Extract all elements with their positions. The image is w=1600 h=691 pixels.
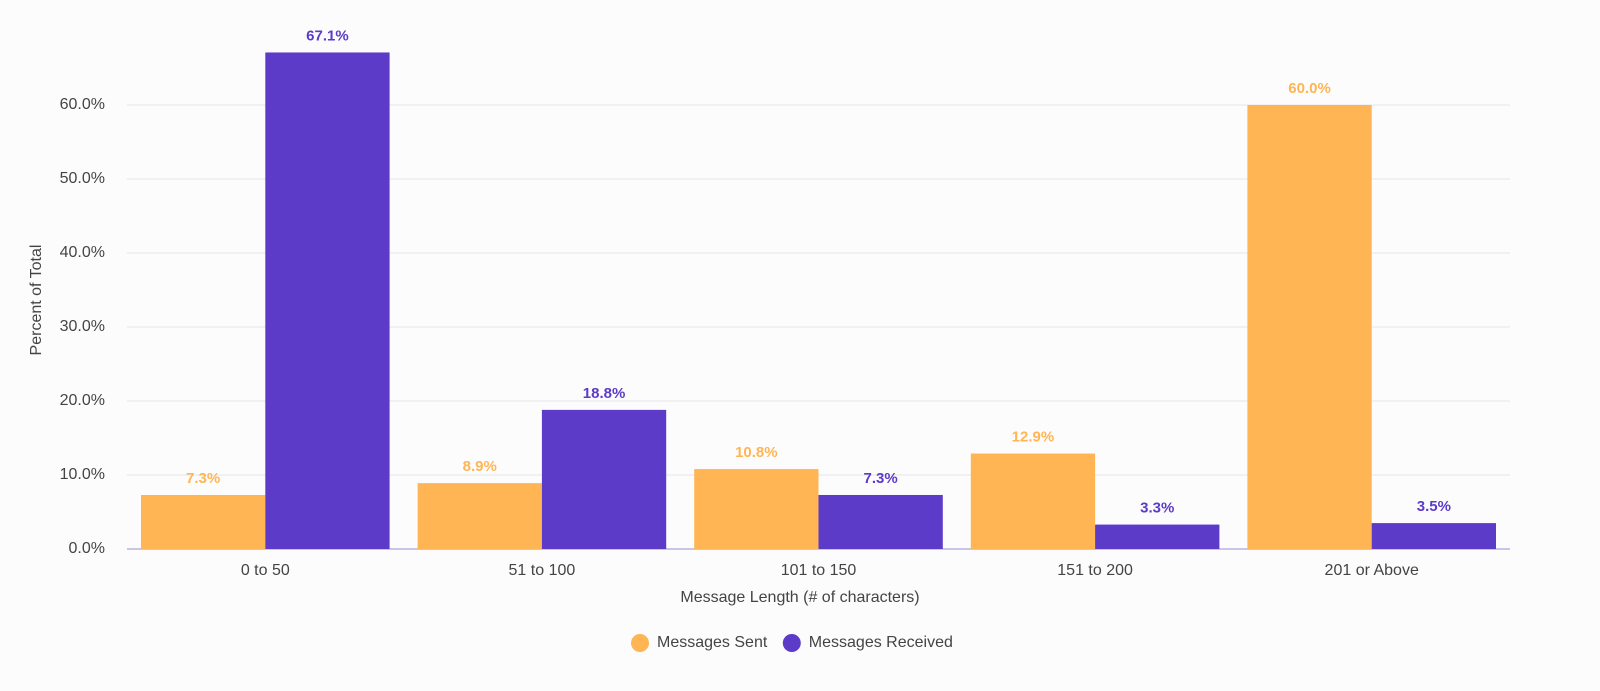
value-label: 12.9%	[1012, 429, 1055, 446]
y-tick-label: 50.0%	[60, 170, 105, 187]
y-tick-label: 20.0%	[60, 392, 105, 409]
legend-marker	[782, 634, 801, 652]
value-label: 3.5%	[1417, 498, 1451, 515]
bar	[1371, 523, 1496, 549]
bar	[1095, 524, 1220, 549]
y-tick-label: 0.0%	[69, 540, 105, 557]
value-label: 7.3%	[864, 470, 898, 487]
value-label: 60.0%	[1288, 80, 1331, 97]
value-label: 18.8%	[583, 385, 626, 402]
x-tick-label: 51 to 100	[509, 562, 576, 579]
y-tick-label: 60.0%	[60, 96, 105, 113]
bar	[265, 52, 390, 550]
bar	[541, 409, 667, 549]
bar	[141, 494, 266, 549]
x-axis-title: Message Length (# of characters)	[680, 589, 919, 606]
value-label: 8.9%	[463, 458, 497, 475]
y-tick-label: 30.0%	[60, 318, 105, 335]
bar	[1247, 105, 1372, 549]
bar	[417, 483, 542, 549]
x-tick-label: 0 to 50	[241, 562, 290, 579]
legend-label: Messages Sent	[657, 634, 768, 651]
bar	[818, 494, 943, 549]
bar	[694, 469, 819, 549]
value-label: 7.3%	[186, 470, 220, 487]
y-axis-title: Percent of Total	[28, 245, 45, 356]
x-tick-label: 201 or Above	[1325, 562, 1419, 579]
value-label: 67.1%	[306, 27, 349, 44]
value-label: 3.3%	[1140, 500, 1174, 517]
bar	[970, 453, 1096, 549]
y-tick-label: 40.0%	[60, 244, 105, 261]
x-tick-label: 151 to 200	[1057, 562, 1133, 579]
value-label: 10.8%	[735, 444, 778, 461]
legend-label: Messages Received	[809, 634, 953, 651]
legend-marker	[631, 634, 649, 652]
y-tick-label: 10.0%	[60, 466, 105, 483]
x-tick-label: 101 to 150	[781, 562, 857, 579]
